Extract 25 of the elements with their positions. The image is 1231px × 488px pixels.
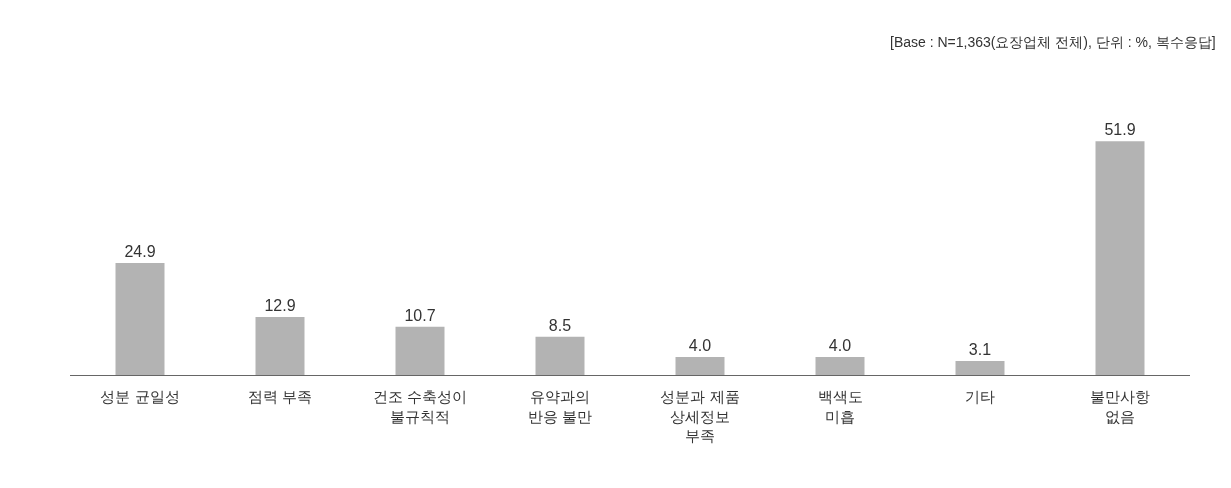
x-tick-label: 불만사항 없음 xyxy=(1090,388,1150,425)
x-tick-label: 성분 균일성 xyxy=(100,388,180,405)
text: [Base : N=1,363(요장업체 전체), 단위 : %, 복수응답] xyxy=(890,34,1216,50)
bar xyxy=(675,356,725,375)
data-label: 3.1 xyxy=(968,341,992,359)
bar xyxy=(255,316,305,375)
bar xyxy=(395,326,445,375)
x-tick-label: 기타 xyxy=(965,388,995,405)
x-tick-label: 점력 부족 xyxy=(247,388,313,405)
data-label: 8.5 xyxy=(548,316,572,334)
data-label: 24.9 xyxy=(124,242,156,260)
bar xyxy=(535,336,585,375)
bar xyxy=(1095,141,1145,375)
data-label: 12.9 xyxy=(264,296,296,314)
data-label: 51.9 xyxy=(1104,121,1136,139)
data-label: 4.0 xyxy=(828,336,852,354)
data-label: 4.0 xyxy=(688,336,712,354)
bar xyxy=(815,356,865,375)
x-tick-label: 건조 수축성이 불규칙적 xyxy=(372,388,468,425)
x-tick-label: 유약과의 반응 불만 xyxy=(527,388,593,425)
bar xyxy=(115,262,165,375)
x-tick-label: 성분과 제품 상세정보 부족 xyxy=(660,388,740,444)
bar xyxy=(955,361,1005,375)
x-tick-label: 백색도 미흡 xyxy=(817,388,863,425)
data-label: 10.7 xyxy=(404,306,436,324)
